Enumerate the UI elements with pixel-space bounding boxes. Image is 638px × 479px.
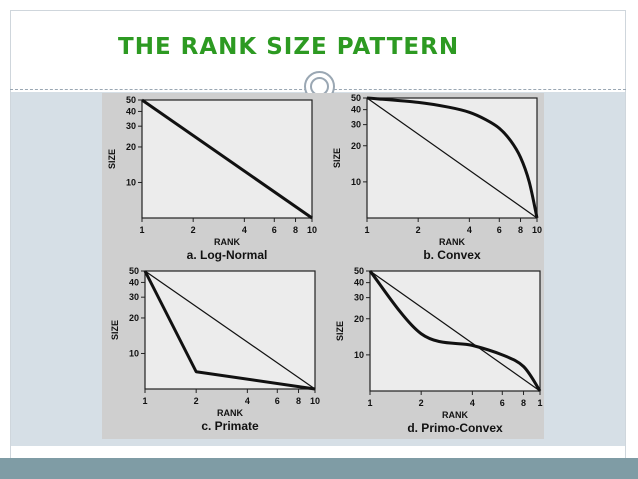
bottom-bar bbox=[0, 458, 638, 479]
y-tick-label: 30 bbox=[126, 121, 136, 131]
x-tick-label: 4 bbox=[467, 225, 472, 235]
y-tick-label: 50 bbox=[126, 95, 136, 105]
chart-panel-2: 10 20 30 40 50 1 2 4 6 8 10 RANK SIZE b. Convex bbox=[332, 93, 542, 262]
y-tick-label: 10 bbox=[351, 177, 361, 187]
y-tick-label: 20 bbox=[129, 313, 139, 323]
x-tick-label: 8 bbox=[293, 225, 298, 235]
y-tick-label: 20 bbox=[351, 141, 361, 151]
x-axis-label: RANK bbox=[214, 237, 240, 247]
y-tick-label: 40 bbox=[126, 106, 136, 116]
chart-caption: b. Convex bbox=[423, 248, 481, 262]
y-axis-label: SIZE bbox=[335, 321, 345, 341]
x-tick-label: 8 bbox=[296, 396, 301, 406]
y-tick-label: 20 bbox=[126, 142, 136, 152]
y-axis-label: SIZE bbox=[107, 149, 117, 169]
chart-caption: d. Primo-Convex bbox=[407, 421, 503, 435]
x-tick-label: 1 bbox=[139, 225, 144, 235]
x-tick-label: 2 bbox=[191, 225, 196, 235]
x-tick-label: 1 bbox=[367, 398, 372, 408]
y-tick-label: 30 bbox=[351, 120, 361, 130]
y-axis-label: SIZE bbox=[110, 320, 120, 340]
y-tick-label: 30 bbox=[354, 293, 364, 303]
x-tick-label: 8 bbox=[521, 398, 526, 408]
chart-caption: c. Primate bbox=[201, 419, 259, 433]
x-tick-label: 10 bbox=[307, 225, 317, 235]
x-tick-label: 1 bbox=[364, 225, 369, 235]
x-tick-label: 10 bbox=[532, 225, 542, 235]
x-axis-label: RANK bbox=[442, 410, 468, 420]
x-tick-label: 4 bbox=[245, 396, 250, 406]
y-tick-label: 50 bbox=[354, 266, 364, 276]
x-tick-label: 8 bbox=[518, 225, 523, 235]
x-tick-label: 1 bbox=[537, 398, 542, 408]
x-axis-label: RANK bbox=[217, 408, 243, 418]
chart-panel-4: 10 20 30 40 50 1 2 4 6 8 1 RANK SIZE d. Primo-Convex bbox=[335, 266, 543, 435]
x-tick-label: 1 bbox=[142, 396, 147, 406]
y-tick-label: 10 bbox=[354, 350, 364, 360]
x-tick-label: 6 bbox=[275, 396, 280, 406]
y-tick-label: 40 bbox=[354, 278, 364, 288]
y-axis-label: SIZE bbox=[332, 148, 342, 168]
y-tick-label: 20 bbox=[354, 314, 364, 324]
y-tick-label: 30 bbox=[129, 292, 139, 302]
x-tick-label: 2 bbox=[416, 225, 421, 235]
x-tick-label: 2 bbox=[419, 398, 424, 408]
y-tick-label: 10 bbox=[129, 348, 139, 358]
y-tick-label: 10 bbox=[126, 177, 136, 187]
y-tick-label: 40 bbox=[351, 105, 361, 115]
y-tick-label: 40 bbox=[129, 277, 139, 287]
x-tick-label: 4 bbox=[242, 225, 247, 235]
y-tick-label: 50 bbox=[351, 93, 361, 103]
x-tick-label: 6 bbox=[500, 398, 505, 408]
x-tick-label: 6 bbox=[272, 225, 277, 235]
x-tick-label: 4 bbox=[470, 398, 475, 408]
chart-caption: a. Log-Normal bbox=[187, 248, 268, 262]
x-axis-label: RANK bbox=[439, 237, 465, 247]
slide-title: THE RANK SIZE PATTERN bbox=[118, 34, 459, 60]
x-tick-label: 10 bbox=[310, 396, 320, 406]
x-tick-label: 2 bbox=[194, 396, 199, 406]
y-tick-label: 50 bbox=[129, 266, 139, 276]
x-tick-label: 6 bbox=[497, 225, 502, 235]
